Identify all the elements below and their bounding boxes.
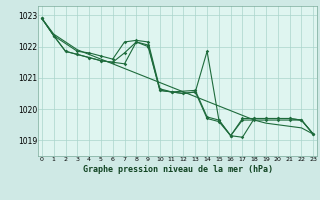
X-axis label: Graphe pression niveau de la mer (hPa): Graphe pression niveau de la mer (hPa): [83, 165, 273, 174]
